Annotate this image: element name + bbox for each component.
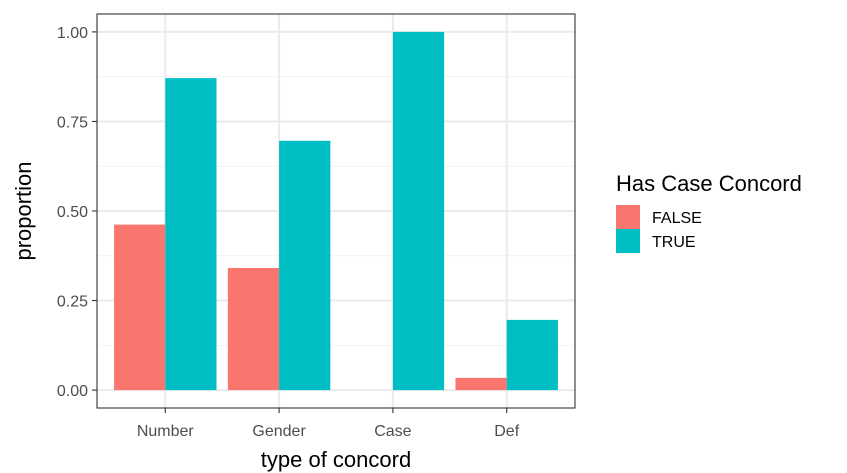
y-tick-label: 1.00 bbox=[57, 25, 88, 42]
plot-area bbox=[96, 13, 576, 409]
bar-true-def bbox=[506, 319, 558, 391]
legend-title: Has Case Concord bbox=[616, 171, 802, 196]
bar-false-number bbox=[114, 224, 166, 391]
bar-false-def bbox=[455, 377, 507, 391]
x-tick-label: Case bbox=[374, 423, 411, 440]
legend-swatch bbox=[616, 205, 640, 229]
bar-true-case bbox=[392, 31, 445, 391]
bar-false-gender bbox=[227, 267, 280, 391]
bar-true-number bbox=[165, 78, 217, 391]
legend: Has Case Concord FALSE TRUE bbox=[616, 171, 802, 253]
x-tick-label: Gender bbox=[252, 423, 306, 440]
bar-true-gender bbox=[279, 140, 331, 391]
legend-label: FALSE bbox=[652, 210, 702, 227]
y-axis-title: proportion bbox=[11, 161, 36, 260]
y-tick-label: 0.75 bbox=[57, 114, 88, 131]
x-axis-title: type of concord bbox=[261, 447, 411, 472]
x-tick-label: Number bbox=[137, 423, 195, 440]
y-tick-label: 0.25 bbox=[57, 294, 88, 311]
x-axis: Number Gender Case Def bbox=[137, 408, 520, 440]
x-tick-label: Def bbox=[494, 423, 519, 440]
y-tick-label: 0.50 bbox=[57, 204, 88, 221]
y-tick-label: 0.00 bbox=[57, 383, 88, 400]
bars bbox=[114, 31, 558, 391]
legend-swatch bbox=[616, 229, 640, 253]
y-axis: 0.00 0.25 0.50 0.75 1.00 bbox=[57, 25, 97, 400]
legend-label: TRUE bbox=[652, 234, 696, 251]
legend-items: FALSE TRUE bbox=[616, 205, 702, 253]
